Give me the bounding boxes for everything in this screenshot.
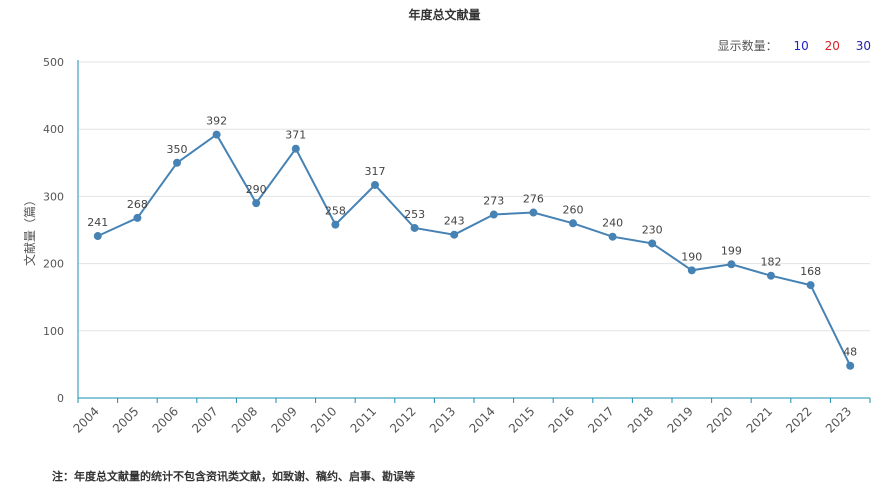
x-tick-label: 2011: [348, 404, 379, 435]
data-label: 48: [843, 346, 857, 359]
data-point: [133, 213, 142, 222]
data-point: [648, 239, 657, 248]
data-point: [608, 232, 617, 241]
series-line-path: [97, 133, 852, 367]
data-label: 258: [325, 205, 346, 218]
x-tick-label: 2015: [506, 404, 537, 435]
data-label: 276: [523, 193, 544, 206]
x-tick-label: 2020: [704, 404, 735, 435]
data-point: [93, 232, 102, 241]
data-point: [331, 220, 340, 229]
data-point: [569, 219, 577, 228]
x-tick-label: 2018: [625, 404, 656, 435]
data-label: 243: [444, 215, 465, 228]
display-count-option-20[interactable]: 20: [824, 39, 840, 53]
data-point: [846, 361, 855, 370]
display-count-label: 显示数量：: [717, 39, 778, 53]
data-point: [410, 223, 419, 232]
y-tick-label: 200: [43, 258, 64, 271]
x-tick-label: 2012: [387, 404, 418, 435]
data-label: 190: [681, 250, 702, 263]
display-count-option-10[interactable]: 10: [793, 39, 809, 53]
data-label: 241: [87, 216, 108, 229]
data-label: 230: [642, 223, 663, 236]
data-point: [489, 210, 498, 219]
x-tick-labels: 2004 2005 2006 2007 2008 2009 2010 2011 2012 2013…: [70, 404, 854, 435]
x-tick-label: 2010: [308, 404, 339, 435]
x-tick-label: 2009: [268, 404, 299, 435]
data-label: 168: [800, 265, 821, 278]
data-point: [806, 281, 815, 290]
data-label: 240: [602, 217, 623, 230]
data-point: [529, 208, 538, 217]
y-tick-label: 100: [43, 325, 64, 338]
x-tick-label: 2007: [189, 404, 220, 435]
data-point: [450, 230, 459, 239]
x-tick-label: 2004: [70, 404, 101, 435]
y-tick-label: 300: [43, 190, 64, 203]
x-tick-label: 2019: [664, 404, 695, 435]
data-label: 290: [246, 183, 267, 196]
y-tick-label: 500: [43, 56, 64, 69]
y-tick-labels: 0 100 200 300 400 500: [43, 56, 64, 405]
data-label: 371: [285, 129, 306, 142]
data-label: 268: [127, 198, 148, 211]
data-label: 392: [206, 115, 227, 128]
x-tick-label: 2016: [546, 404, 577, 435]
x-tick-label: 2017: [585, 404, 616, 435]
data-point: [291, 144, 300, 153]
data-points: [93, 130, 855, 370]
data-point: [767, 271, 775, 280]
x-tick-label: 2023: [823, 404, 854, 435]
display-count-option-30[interactable]: 30: [855, 39, 871, 53]
series-line: [97, 133, 852, 367]
x-tick-label: 2005: [110, 404, 141, 435]
footnote: 注：年度总文献量的统计不包含资讯类文献，如致谢、稿约、启事、勘误等: [52, 470, 415, 483]
data-label: 199: [721, 244, 742, 257]
data-label: 182: [761, 256, 782, 269]
x-tick-label: 2006: [150, 404, 181, 435]
data-point: [252, 199, 261, 208]
grid-lines: [78, 61, 870, 332]
y-tick-label: 0: [57, 392, 64, 405]
data-point: [173, 158, 181, 167]
y-tick-label: 400: [43, 123, 64, 136]
display-count-selector: 显示数量： 10 20 30: [718, 37, 871, 54]
data-label: 253: [404, 208, 425, 221]
axes: [77, 60, 871, 403]
x-tick-label: 2022: [783, 404, 814, 435]
x-tick-label: 2008: [229, 404, 260, 435]
data-point: [371, 180, 379, 189]
data-point: [687, 266, 696, 275]
x-tick-label: 2013: [427, 404, 458, 435]
data-point: [212, 130, 221, 139]
x-tick-label: 2021: [744, 404, 775, 435]
data-label: 260: [563, 203, 584, 216]
y-axis-label: 文献量（篇）: [22, 194, 37, 266]
data-label: 317: [365, 165, 386, 178]
data-label: 273: [483, 195, 504, 208]
data-point: [727, 260, 736, 269]
data-label: 350: [167, 143, 188, 156]
x-tick-label: 2014: [466, 404, 497, 435]
chart-title: 年度总文献量: [408, 8, 481, 22]
data-labels: 241 268 350 392 290 371 258 317 253 243 273 276 260 2…: [87, 115, 857, 359]
